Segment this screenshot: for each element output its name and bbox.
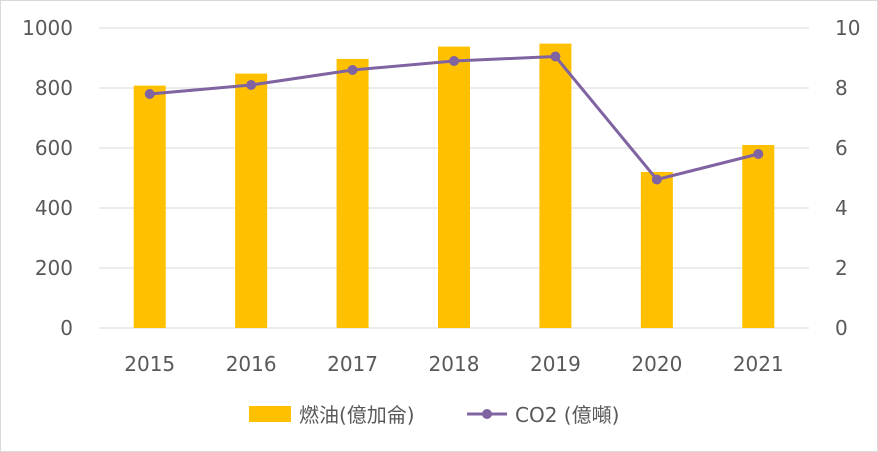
y-left-tick-label: 200 [35,256,73,280]
legend-label-co2: CO2 (億噸) [515,403,619,427]
x-tick-label: 2018 [429,352,480,376]
co2-point-2016 [246,80,257,90]
legend-swatch-fuel [249,406,291,422]
y-right-tick-label: 8 [835,76,848,100]
bar-2018 [438,46,470,328]
co2-point-2015 [144,89,155,99]
line-series-co2 [144,51,764,185]
y-right-tick-label: 0 [835,316,848,340]
bar-2020 [640,172,673,328]
y-left-tick-label: 0 [60,316,73,340]
y-right-tick-label: 2 [835,256,848,280]
y-left-tick-label: 800 [35,76,73,100]
y-right-tick-label: 6 [835,136,848,160]
y-right-tick-label: 10 [835,16,860,40]
y-left-tick-label: 400 [35,196,73,220]
y-axis-left: 0 200 400 600 800 1000 [22,16,73,340]
bar-2021 [742,145,775,328]
y-axis-right: 0 2 4 6 8 10 [835,16,860,340]
x-axis: 2015 2016 2017 2018 2019 2020 2021 [124,352,783,376]
x-tick-label: 2019 [530,352,581,376]
co2-point-2020 [651,174,662,185]
co2-point-2021 [753,149,764,159]
bar-2017 [336,58,369,329]
x-tick-label: 2017 [327,352,378,376]
co2-point-2017 [347,65,358,75]
legend: 燃油(億加侖) CO2 (億噸) [249,403,619,427]
co2-point-2019 [550,51,561,62]
bar-2015 [133,85,166,328]
x-tick-label: 2015 [124,352,175,376]
co2-point-2018 [449,56,459,66]
x-tick-label: 2016 [226,352,277,376]
bar-2016 [235,73,268,328]
y-left-tick-label: 600 [35,136,73,160]
y-left-tick-label: 1000 [22,16,73,40]
bar-2019 [539,43,572,328]
legend-marker-co2 [482,409,492,419]
x-tick-label: 2021 [733,352,784,376]
legend-label-fuel: 燃油(億加侖) [299,403,415,427]
x-tick-label: 2020 [631,352,682,376]
y-right-tick-label: 4 [835,196,848,220]
bar-series-fuel [133,43,775,329]
